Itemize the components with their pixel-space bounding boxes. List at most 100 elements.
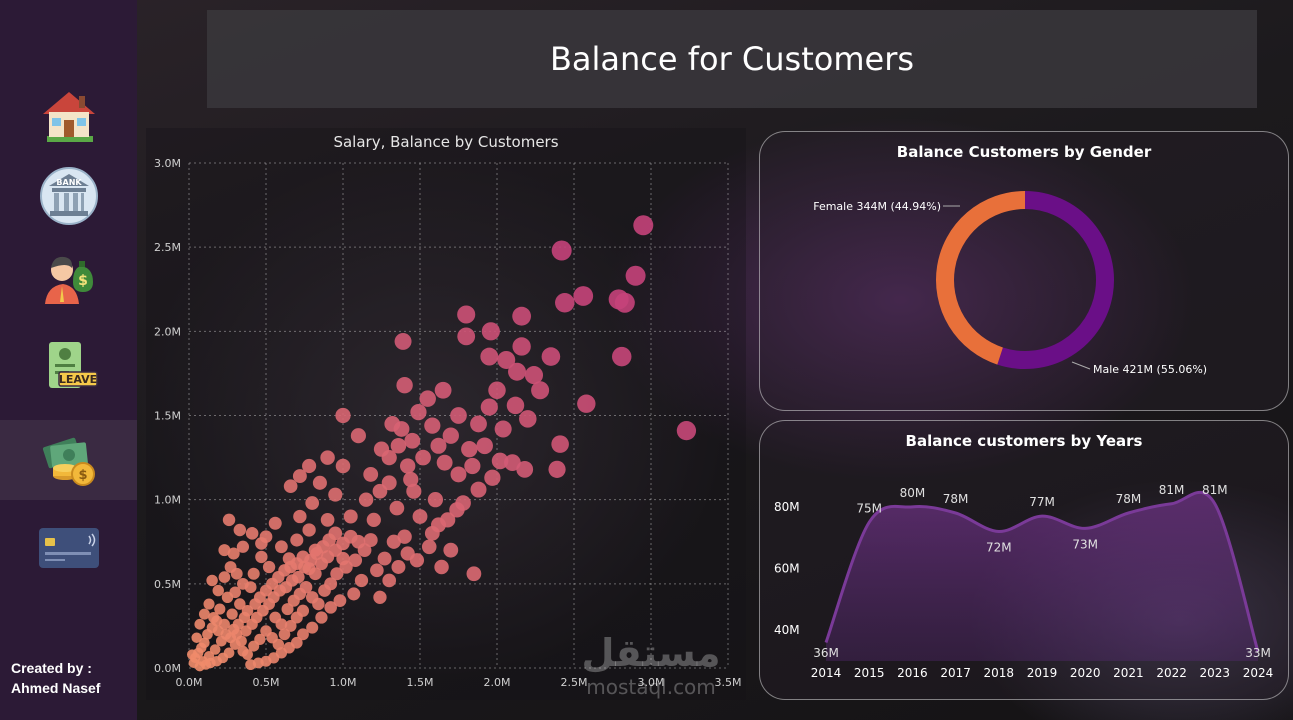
scatter-point — [421, 539, 437, 555]
scatter-x-tick: 0.0M — [176, 676, 203, 689]
area-x-tick: 2023 — [1200, 666, 1231, 680]
scatter-point — [203, 598, 215, 610]
area-value-label: 78M — [943, 492, 969, 506]
money-icon: $ — [42, 437, 95, 486]
scatter-chart-panel: Salary, Balance by Customers 0.0M 0.5M 1.0… — [146, 128, 746, 700]
years-card: Balance customers by Years 40M 60M 80M 2014… — [759, 420, 1289, 700]
area-value-label: 33M — [1245, 646, 1271, 660]
scatter-point — [284, 620, 297, 632]
scatter-point — [212, 584, 224, 597]
area-x-tick: 2020 — [1070, 666, 1101, 680]
scatter-point — [268, 516, 282, 530]
scatter-point — [335, 458, 351, 474]
scatter-point — [186, 649, 198, 660]
nav-home[interactable] — [0, 76, 137, 156]
scatter-point — [343, 529, 358, 544]
nav-money[interactable]: $ — [0, 420, 137, 500]
scatter-point — [442, 427, 459, 444]
scatter-point — [481, 322, 500, 341]
scatter-point — [424, 417, 441, 434]
scatter-y-tick: 2.0M — [154, 325, 181, 338]
scatter-point — [443, 542, 459, 558]
credit-card-icon — [38, 528, 99, 568]
scatter-point — [464, 457, 481, 475]
scatter-point — [330, 567, 344, 581]
scatter-point — [339, 560, 353, 574]
male-label: Male 421M (55.06%) — [1093, 363, 1207, 376]
scatter-y-tick: 3.0M — [154, 157, 181, 170]
scatter-point — [255, 537, 268, 550]
scatter-point — [577, 394, 596, 413]
scatter-point — [363, 533, 378, 548]
scatter-point — [372, 483, 388, 499]
scatter-point — [343, 509, 358, 524]
scatter-point — [488, 381, 506, 399]
area-line — [824, 490, 1260, 653]
nav-salary[interactable]: $ — [0, 236, 137, 316]
scatter-y-tick: 0.0M — [154, 662, 181, 675]
watermark: مستقل mostaql.com — [566, 630, 736, 710]
scatter-point — [230, 567, 243, 580]
scatter-point — [476, 437, 493, 455]
scatter-point — [434, 381, 452, 399]
scatter-y-tick: 2.5M — [154, 241, 181, 254]
scatter-point — [555, 292, 575, 313]
scatter-point — [366, 512, 381, 527]
scatter-point — [208, 612, 220, 623]
scatter-point — [320, 450, 335, 465]
area-x-tick: 2018 — [984, 666, 1015, 680]
scatter-point — [305, 496, 320, 510]
scatter-x-tick: 2.0M — [484, 676, 511, 689]
scatter-point — [320, 513, 335, 527]
scatter-point — [524, 366, 544, 385]
scatter-point — [455, 495, 471, 511]
years-area-chart: 40M 60M 80M 2014 2015 2016 2017 2018 2019 2020 202… — [774, 483, 1273, 680]
male-leader-line — [1071, 361, 1091, 370]
scatter-point — [214, 603, 226, 615]
scatter-point — [531, 381, 550, 400]
scatter-point — [290, 533, 304, 547]
credit-line-1: Created by : — [11, 660, 92, 676]
area-x-tick: 2019 — [1027, 666, 1058, 680]
scatter-point — [348, 553, 363, 568]
scatter-point — [512, 337, 531, 356]
scatter-point — [399, 458, 416, 474]
area-value-label: 75M — [856, 501, 882, 515]
scatter-point — [226, 608, 238, 620]
area-y-tick: 80M — [774, 500, 800, 514]
scatter-point — [357, 543, 372, 558]
scatter-point — [381, 449, 397, 466]
years-chart-title: Balance customers by Years — [905, 432, 1143, 450]
area-value-label: 80M — [900, 486, 926, 500]
scatter-point — [209, 644, 221, 655]
female-label: Female 344M (44.94%) — [813, 200, 941, 213]
nav-bank[interactable]: BANK — [0, 156, 137, 236]
scatter-point — [480, 347, 499, 366]
scatter-point — [293, 509, 307, 524]
scatter-point — [255, 550, 268, 564]
scatter-y-tick: 1.5M — [154, 410, 181, 423]
scatter-point — [198, 608, 210, 620]
credit-author: Ahmed Nasef — [11, 680, 101, 696]
scatter-point — [278, 628, 291, 641]
scatter-point — [312, 475, 327, 490]
credit-text: Created by : Ahmed Nasef — [11, 658, 137, 698]
scatter-point — [391, 560, 406, 574]
scatter-point — [406, 483, 422, 499]
area-x-tick: 2021 — [1113, 666, 1144, 680]
scatter-point — [491, 452, 509, 470]
watermark-arabic: مستقل — [581, 631, 721, 675]
scatter-point — [436, 454, 453, 471]
scatter-point — [281, 603, 294, 616]
scatter-point — [434, 559, 449, 575]
scatter-point — [541, 347, 561, 366]
nav-card[interactable] — [0, 508, 137, 588]
nav-leave[interactable]: LEAVE — [0, 326, 137, 406]
scatter-point — [457, 305, 476, 324]
area-value-label: 36M — [813, 646, 839, 660]
scatter-point — [377, 551, 392, 566]
scatter-x-tick: 2.5M — [561, 676, 588, 689]
scatter-point — [614, 292, 635, 313]
scatter-point — [512, 306, 532, 326]
scatter-point — [236, 540, 250, 553]
